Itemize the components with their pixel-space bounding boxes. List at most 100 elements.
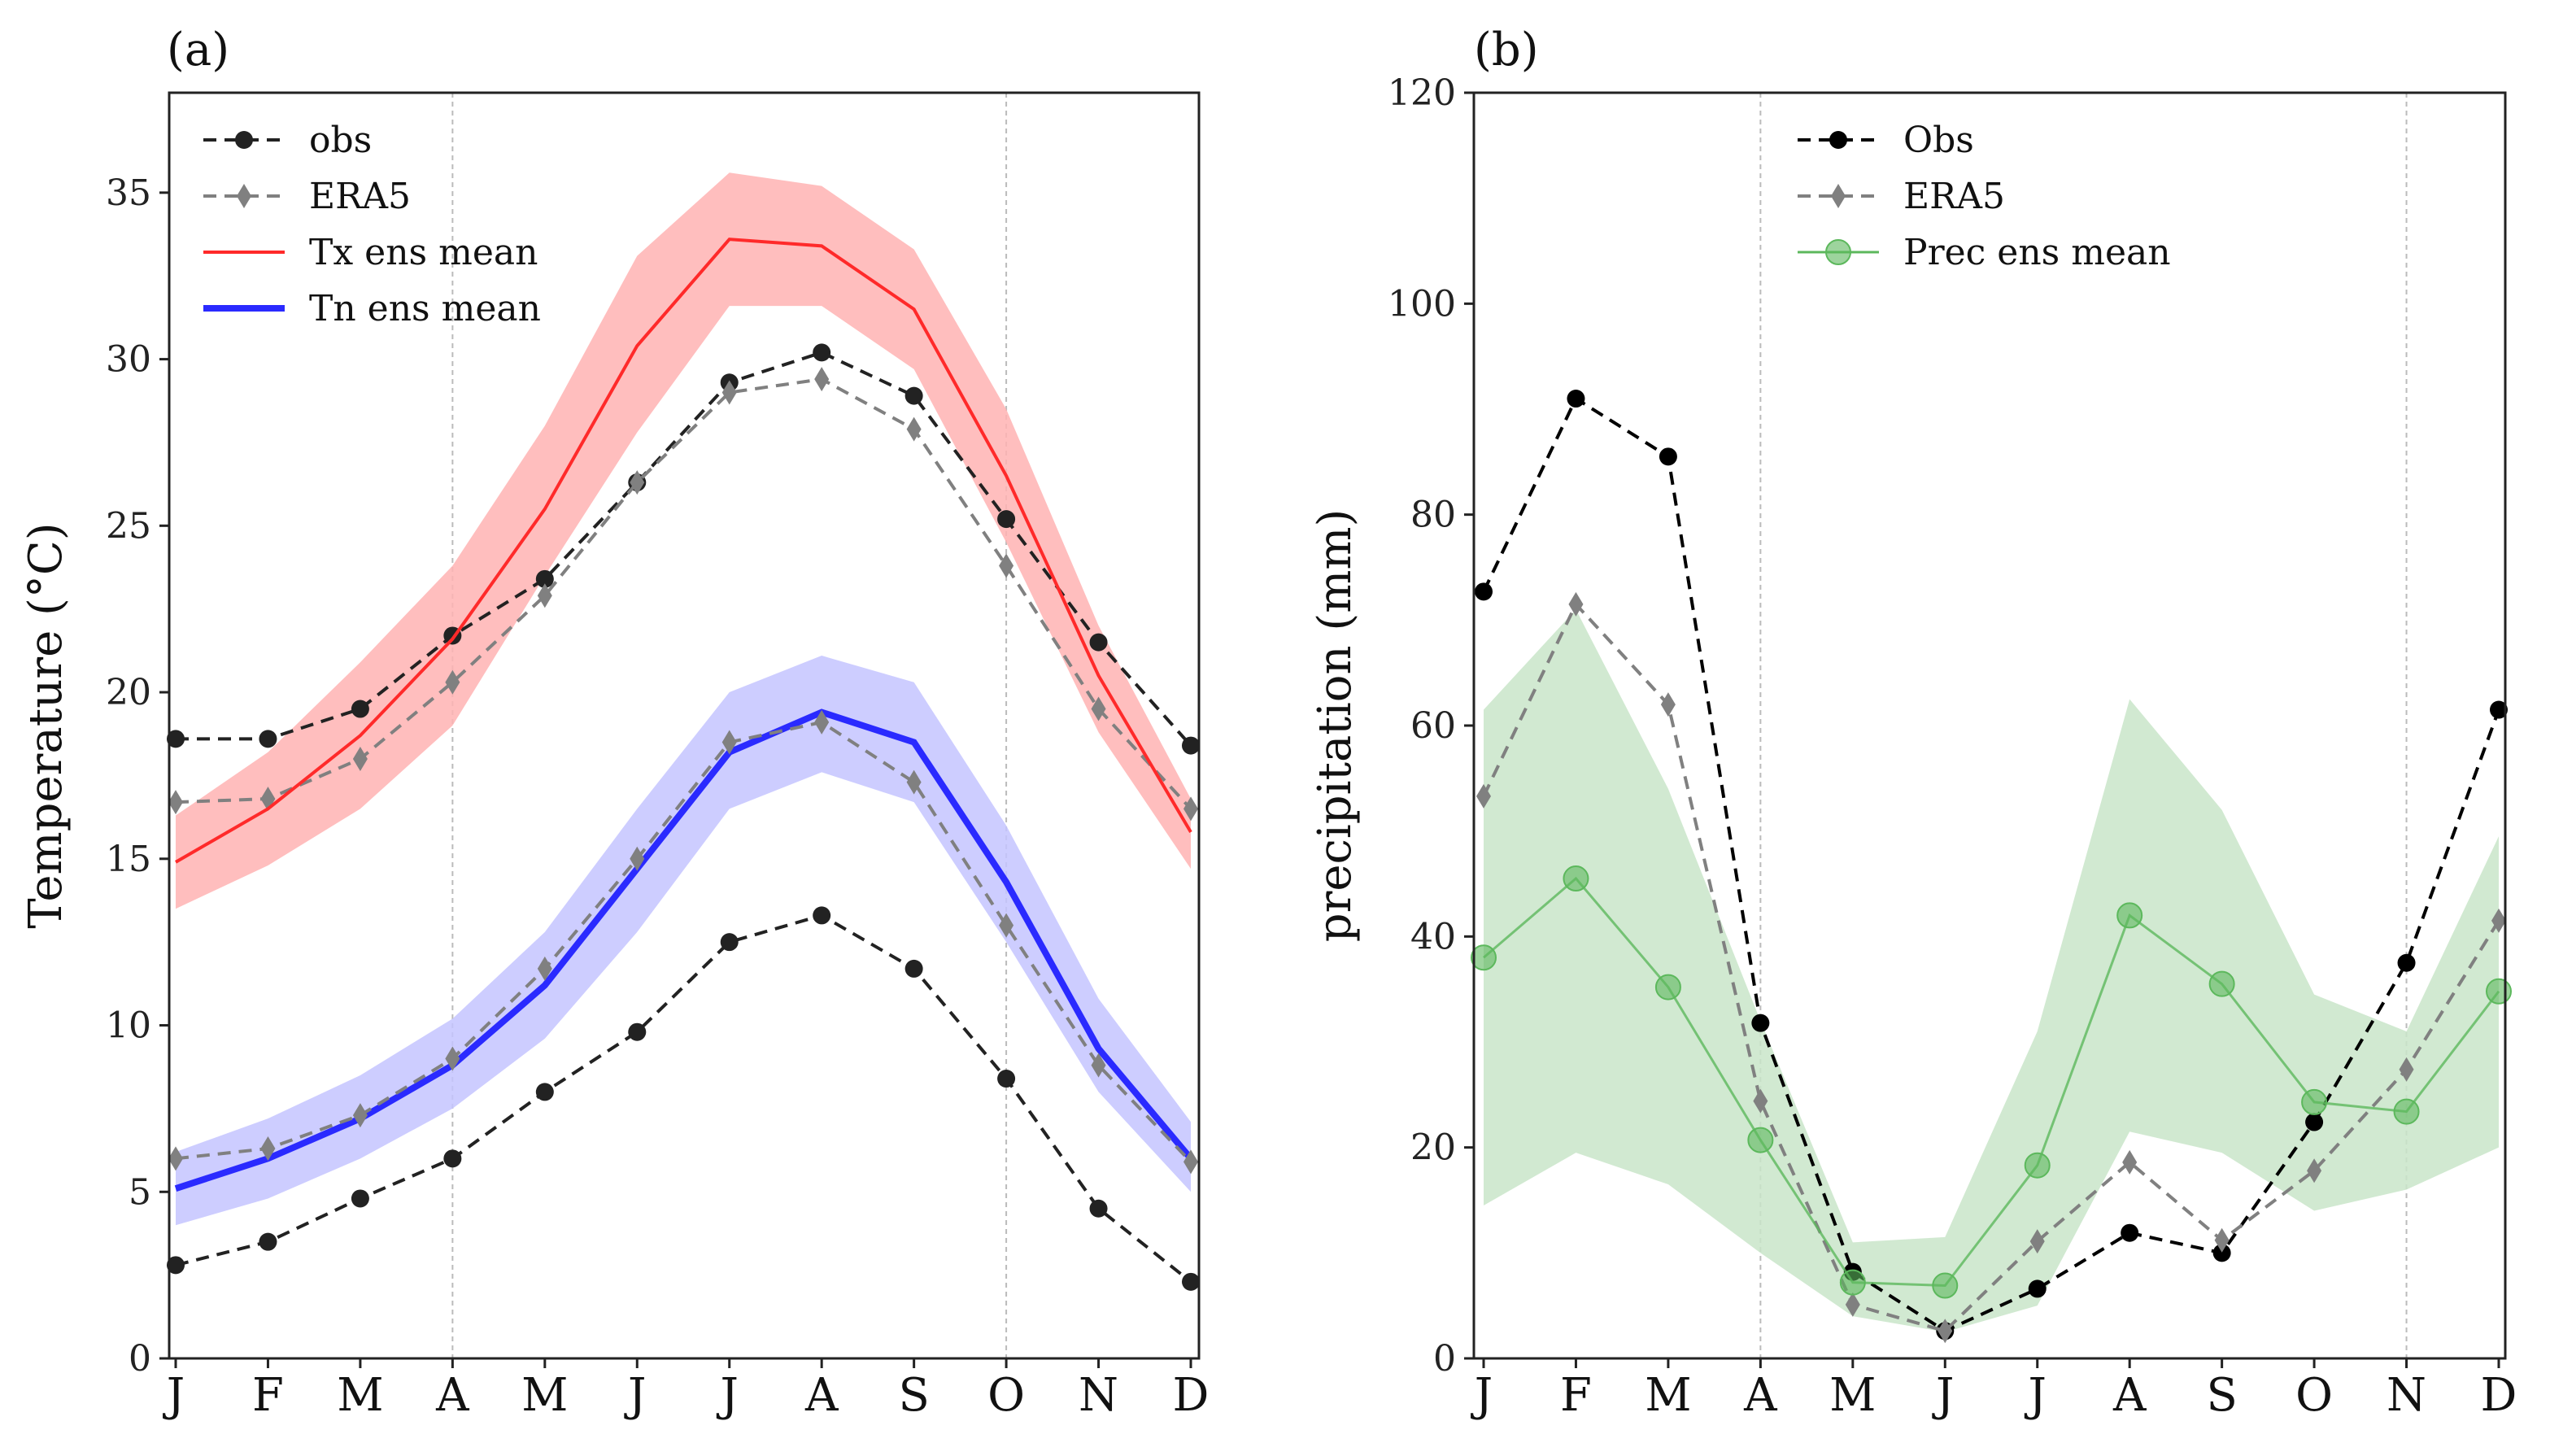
uncertainty-band-prec-ens-mean: [1484, 609, 2499, 1332]
y-tick-label: 20: [106, 672, 151, 713]
data-point-era5-tn: [537, 956, 552, 981]
data-point-era5-tn: [814, 709, 830, 735]
data-point-obs-tn: [1089, 1199, 1108, 1218]
series-line-prec-ens-mean: [1483, 876, 2500, 1288]
data-point-obs-tn: [259, 1232, 277, 1251]
data-point-era5: [2122, 1149, 2138, 1175]
legend-label-era5: ERA5: [309, 176, 411, 217]
data-point-era5: [352, 746, 368, 771]
data-point-obs: [259, 730, 277, 748]
x-tick-label: A: [804, 1369, 839, 1422]
data-point-era5: [1660, 692, 1676, 717]
y-tick-label: 25: [106, 505, 151, 547]
y-tick-label: 35: [106, 172, 151, 214]
data-point-prec-ens-mean: [1654, 974, 1681, 1000]
data-point-era5: [2307, 1158, 2322, 1184]
data-point-era5-tn: [721, 730, 737, 755]
data-point-obs: [351, 700, 369, 718]
legend-marker-prec-ens-mean: [1825, 239, 1851, 265]
x-tick-label: S: [2206, 1369, 2237, 1422]
data-point-era5: [906, 416, 922, 442]
data-point-era5: [537, 583, 552, 608]
data-point-era5-tn: [630, 846, 645, 871]
data-point-obs-tn: [813, 906, 831, 925]
y-tick-label: 0: [129, 1338, 151, 1380]
legend-label-tn-ens-mean: Tn ens mean: [309, 288, 541, 329]
legend-label-obs: Obs: [1903, 120, 1974, 161]
data-point-era5: [2399, 1057, 2414, 1082]
data-point-era5: [1476, 783, 1491, 809]
data-point-prec-ens-mean: [1471, 944, 1497, 971]
y-tick-label: 15: [106, 839, 151, 880]
series-line-obs: [1482, 396, 2500, 1333]
data-point-era5: [1845, 1292, 1860, 1317]
data-point-obs-tn: [443, 1149, 462, 1168]
panel-a-ylabel: Temperature (°C): [20, 522, 72, 928]
data-point-obs-tn: [535, 1083, 554, 1101]
x-tick-label: M: [337, 1369, 383, 1422]
data-point-obs: [1475, 582, 1493, 601]
y-tick-label: 0: [1433, 1338, 1456, 1380]
data-point-era5-tn: [260, 1136, 276, 1162]
x-tick-label: J: [624, 1369, 646, 1422]
x-tick-label: J: [717, 1369, 739, 1422]
data-point-obs: [2490, 700, 2508, 719]
data-point-obs: [2212, 1244, 2231, 1262]
data-point-era5: [814, 367, 830, 392]
data-point-prec-ens-mean: [1747, 1127, 1774, 1153]
series-line-tn-ens-mean: [174, 708, 1194, 1192]
data-point-era5: [1938, 1319, 1953, 1344]
x-tick-label: M: [1829, 1369, 1876, 1422]
y-tick-label: 10: [106, 1005, 151, 1047]
uncertainty-band-tx-ens-mean: [176, 172, 1191, 909]
data-point-obs-tn: [720, 933, 739, 952]
data-point-prec-ens-mean: [1932, 1272, 1959, 1299]
data-point-era5-tn: [906, 769, 922, 795]
panel-b-ylabel: precipitation (mm): [1309, 509, 1362, 943]
data-point-era5: [630, 470, 645, 495]
data-point-obs: [813, 343, 831, 362]
plot-frame: [168, 91, 1201, 1360]
data-point-obs: [1567, 390, 1585, 408]
x-tick-label: M: [521, 1369, 568, 1422]
data-point-prec-ens-mean: [2486, 978, 2512, 1005]
data-point-era5: [2214, 1227, 2230, 1253]
y-tick-label: 40: [1410, 916, 1456, 957]
y-tick-label: 100: [1388, 283, 1456, 325]
x-tick-label: A: [2112, 1369, 2147, 1422]
data-point-obs: [904, 386, 923, 405]
data-point-era5-tn: [1183, 1149, 1198, 1175]
series-line-era5: [175, 377, 1192, 810]
y-tick-label: 80: [1410, 495, 1456, 536]
y-tick-label: 60: [1410, 705, 1456, 747]
data-point-era5-tn: [999, 913, 1014, 938]
data-point-obs: [1182, 736, 1200, 755]
data-point-obs: [997, 510, 1016, 529]
data-point-obs: [167, 730, 185, 748]
data-point-era5: [445, 669, 460, 695]
data-point-prec-ens-mean: [2301, 1088, 2328, 1115]
legend-marker-obs: [235, 131, 253, 149]
data-point-obs: [2028, 1279, 2047, 1298]
x-tick-label: D: [2481, 1369, 2517, 1422]
data-point-era5: [1568, 591, 1584, 617]
series-line-era5: [1482, 601, 2500, 1333]
x-tick-label: N: [1079, 1369, 1118, 1422]
data-point-obs-tn: [997, 1070, 1016, 1088]
y-tick-label: 20: [1410, 1127, 1456, 1169]
data-point-obs: [535, 569, 554, 588]
x-tick-label: F: [252, 1369, 284, 1422]
data-point-prec-ens-mean: [2116, 902, 2143, 929]
data-point-prec-ens-mean: [1839, 1269, 1866, 1296]
data-point-era5-tn: [445, 1046, 460, 1071]
data-point-era5-tn: [168, 1146, 183, 1171]
x-tick-label: J: [163, 1369, 185, 1422]
data-point-obs-tn: [167, 1256, 185, 1275]
data-point-prec-ens-mean: [1563, 865, 1589, 892]
data-point-prec-ens-mean: [2024, 1152, 2051, 1179]
data-point-era5-tn: [1091, 1053, 1106, 1078]
series-line-era5-tn: [175, 720, 1192, 1163]
x-tick-label: O: [987, 1369, 1025, 1422]
legend-label-era5: ERA5: [1903, 176, 2005, 217]
